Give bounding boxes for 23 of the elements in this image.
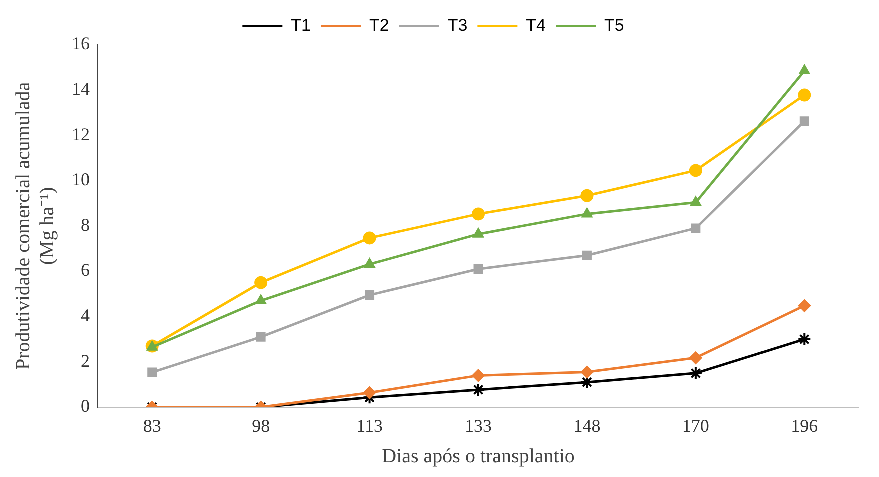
- x-tick-label: 98: [252, 416, 270, 436]
- y-tick-label: 4: [81, 306, 90, 326]
- y-tick-label: 12: [72, 124, 90, 144]
- legend-label: T4: [526, 16, 546, 36]
- legend-label: T5: [604, 16, 624, 36]
- x-tick-label: 83: [143, 416, 162, 436]
- y-tick-label: 0: [81, 396, 90, 416]
- legend-label: T1: [291, 16, 311, 36]
- y-tick-label: 6: [81, 260, 90, 280]
- x-axis-title: Dias após o transplantio: [382, 445, 575, 468]
- x-tick-label: 170: [682, 416, 710, 436]
- y-axis-title: Produtividade comercial acumulada (Mg ha⁻¹): [12, 82, 58, 370]
- x-tick-label: 148: [574, 416, 601, 436]
- y-tick-label: 14: [72, 79, 90, 100]
- x-tick-label: 133: [465, 416, 492, 436]
- y-tick-label: 2: [81, 350, 90, 371]
- y-tick-label: 8: [81, 214, 90, 235]
- y-tick-label: 10: [72, 170, 90, 190]
- legend-label: T2: [369, 16, 390, 36]
- x-tick-label: 113: [356, 416, 383, 436]
- legend-label: T3: [448, 16, 468, 36]
- y-tick-label: 16: [72, 34, 90, 54]
- x-tick-label: 196: [791, 416, 818, 436]
